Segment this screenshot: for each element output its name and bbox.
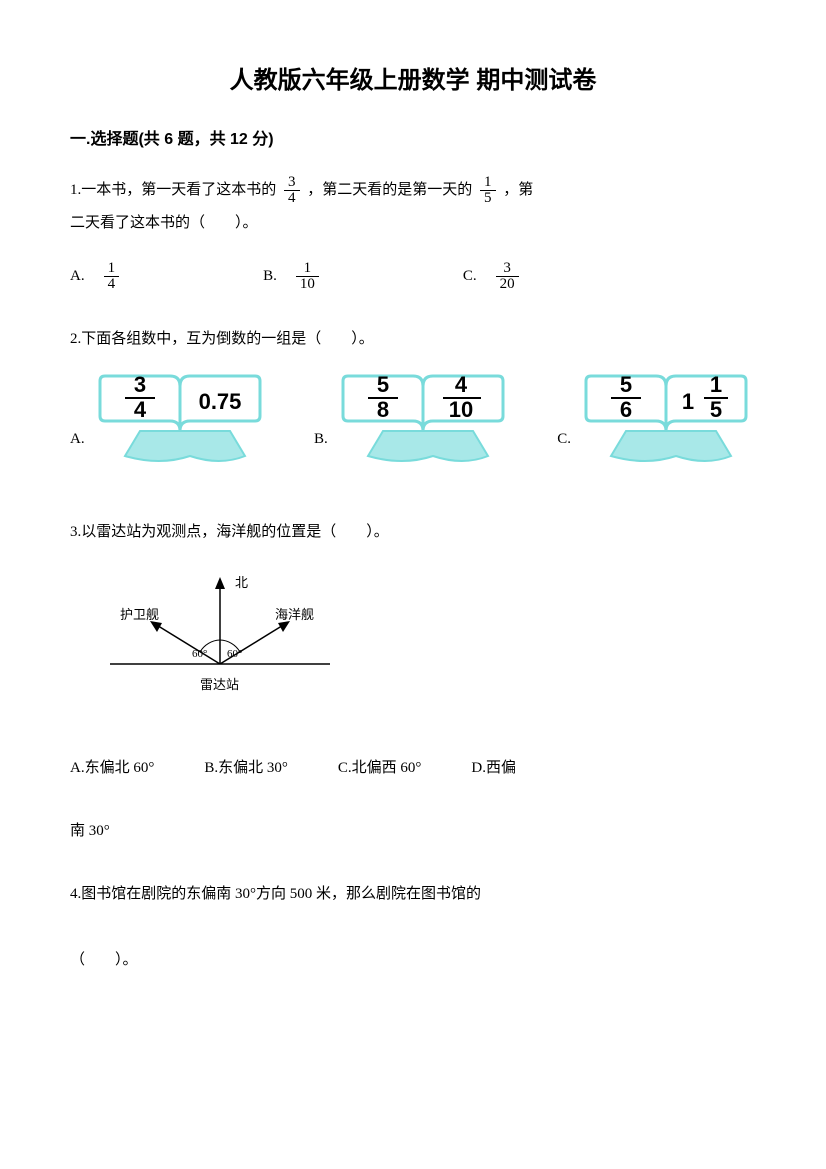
angle2-label: 60° xyxy=(227,648,242,660)
option-a: A. 3 4 0.75 xyxy=(70,371,270,481)
svg-text:5: 5 xyxy=(377,372,389,397)
radar-svg: 北 护卫舰 海洋舰 雷达站 60° 60° xyxy=(100,569,340,709)
option-label: A. xyxy=(70,423,85,456)
option-b: B. 5 8 4 10 xyxy=(314,371,513,481)
fraction: 3 20 xyxy=(496,261,519,292)
question-1: 1.一本书，第一天看了这本书的 3 4 ，第二天看的是第一天的 1 5 ，第 二… xyxy=(70,174,756,293)
numerator: 1 xyxy=(296,261,319,277)
page-title: 人教版六年级上册数学 期中测试卷 xyxy=(70,60,756,95)
option-d: D.西偏 xyxy=(471,752,516,785)
q3-options: A.东偏北 60° B.东偏北 30° C.北偏西 60° D.西偏 xyxy=(70,752,756,785)
q1-options: A. 1 4 B. 1 10 C. 3 20 xyxy=(70,260,756,293)
option-a: A. 1 4 xyxy=(70,260,123,293)
option-label: C. xyxy=(557,423,571,456)
option-label: C. xyxy=(463,260,477,293)
option-a: A.东偏北 60° xyxy=(70,752,154,785)
option-c: C. 5 6 1 1 5 xyxy=(557,371,756,481)
question-4: 4.图书馆在剧院的东偏南 30°方向 500 米，那么剧院在图书馆的 （ ）。 xyxy=(70,878,756,977)
svg-text:6: 6 xyxy=(620,397,632,422)
question-3: 3.以雷达站为观测点，海洋舰的位置是（ ）。 北 护卫舰 海洋舰 雷达站 60°… xyxy=(70,516,756,848)
svg-text:10: 10 xyxy=(449,397,473,422)
fraction: 1 4 xyxy=(104,261,120,292)
q4-line2: （ ）。 xyxy=(70,952,138,968)
q1-text-part1: 1.一本书，第一天看了这本书的 xyxy=(70,182,276,198)
fraction: 3 4 xyxy=(284,175,300,206)
option-label: B. xyxy=(263,260,277,293)
q3-text: 3.以雷达站为观测点，海洋舰的位置是（ ）。 xyxy=(70,516,756,549)
q1-text-part2: ，第二天看的是第一天的 xyxy=(307,182,472,198)
option-label: B. xyxy=(314,423,328,456)
numerator: 3 xyxy=(496,261,519,277)
q1-text-part3: ，第 xyxy=(503,182,533,198)
svg-text:1: 1 xyxy=(682,389,694,414)
denominator: 4 xyxy=(104,277,120,292)
denominator: 20 xyxy=(496,277,519,292)
option-c: C. 3 20 xyxy=(463,260,523,293)
question-2: 2.下面各组数中，互为倒数的一组是（ ）。 A. 3 4 0.75 B. 5 xyxy=(70,323,756,481)
svg-text:8: 8 xyxy=(377,397,389,422)
numerator: 1 xyxy=(104,261,120,277)
ship2-label: 海洋舰 xyxy=(275,607,314,622)
q1-text: 1.一本书，第一天看了这本书的 3 4 ，第二天看的是第一天的 1 5 ，第 二… xyxy=(70,174,756,240)
svg-text:5: 5 xyxy=(620,372,632,397)
denominator: 4 xyxy=(284,191,300,206)
radar-diagram: 北 护卫舰 海洋舰 雷达站 60° 60° xyxy=(100,569,756,722)
svg-text:4: 4 xyxy=(133,397,146,422)
book-icon: 5 6 1 1 5 xyxy=(576,371,756,481)
svg-text:1: 1 xyxy=(710,372,722,397)
svg-text:3: 3 xyxy=(133,372,145,397)
q4-line1: 4.图书馆在剧院的东偏南 30°方向 500 米，那么剧院在图书馆的 xyxy=(70,886,481,902)
book-icon: 5 8 4 10 xyxy=(333,371,513,481)
fraction: 1 10 xyxy=(296,261,319,292)
q1-text-line2: 二天看了这本书的（ ）。 xyxy=(70,215,258,231)
option-b: B. 1 10 xyxy=(263,260,323,293)
numerator: 3 xyxy=(284,175,300,191)
option-c: C.北偏西 60° xyxy=(338,752,422,785)
q2-options: A. 3 4 0.75 B. 5 8 4 xyxy=(70,371,756,481)
book-icon: 3 4 0.75 xyxy=(90,371,270,481)
angle1-label: 60° xyxy=(192,648,207,660)
denominator: 10 xyxy=(296,277,319,292)
radar-label: 雷达站 xyxy=(200,677,239,692)
q3-line2: 南 30° xyxy=(70,815,756,848)
svg-text:5: 5 xyxy=(710,397,722,422)
section-header: 一.选择题(共 6 题，共 12 分) xyxy=(70,125,756,149)
option-b: B.东偏北 30° xyxy=(204,752,288,785)
numerator: 1 xyxy=(480,175,496,191)
option-label: A. xyxy=(70,260,85,293)
ship1-label: 护卫舰 xyxy=(120,607,159,622)
north-label: 北 xyxy=(235,575,248,590)
fraction: 1 5 xyxy=(480,175,496,206)
q2-text: 2.下面各组数中，互为倒数的一组是（ ）。 xyxy=(70,323,756,356)
svg-text:0.75: 0.75 xyxy=(198,389,241,414)
denominator: 5 xyxy=(480,191,496,206)
q4-text: 4.图书馆在剧院的东偏南 30°方向 500 米，那么剧院在图书馆的 （ ）。 xyxy=(70,878,756,977)
svg-text:4: 4 xyxy=(455,372,468,397)
